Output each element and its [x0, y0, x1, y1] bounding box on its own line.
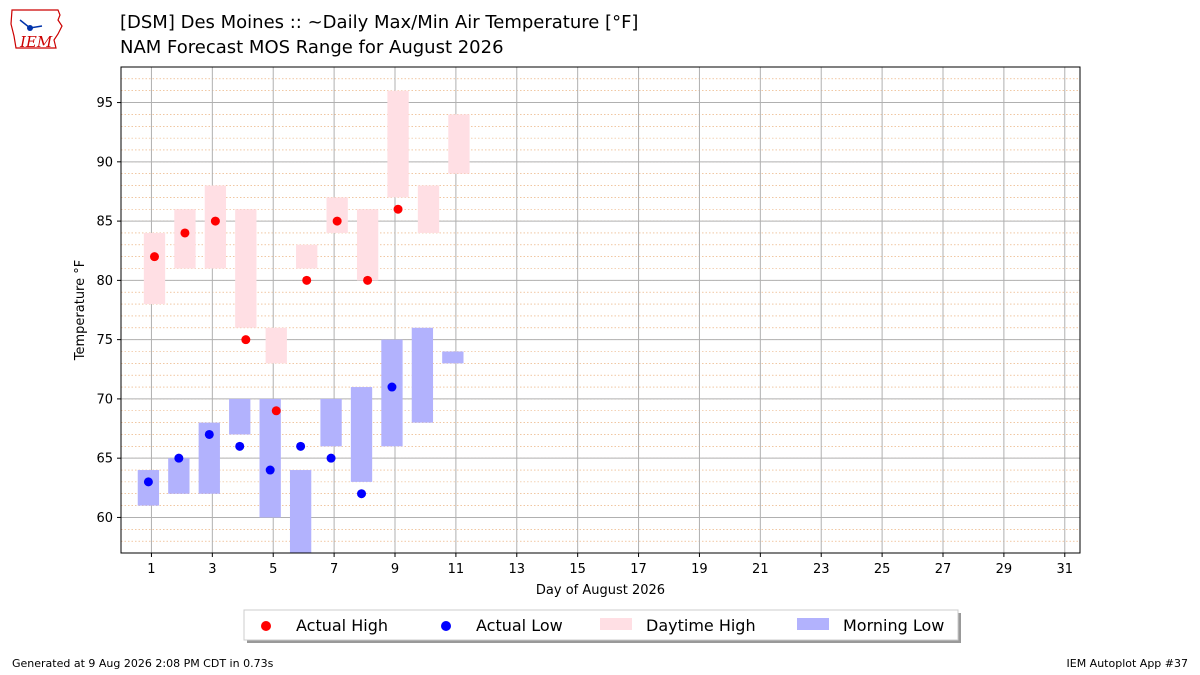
actual-high-point — [332, 216, 342, 226]
chart: 1 3 5 7 9 11 13 15 17 19 21 23 25 27 29 31 606570758085… — [73, 66, 1081, 643]
daytime-high-bar — [296, 244, 318, 269]
morning-low-bar — [229, 398, 251, 435]
y-tick-label: 75 — [96, 333, 113, 348]
actual-high-point — [302, 275, 312, 285]
x-tick-label: 29 — [996, 562, 1013, 577]
daytime-high-bar — [326, 197, 348, 233]
x-tick-label: 7 — [330, 562, 338, 577]
legend: Actual High Actual Low Daytime High Morning… — [243, 609, 961, 643]
morning-low-bar — [289, 470, 312, 553]
legend-label: Actual High — [296, 616, 388, 635]
morning-low-bar — [381, 339, 403, 447]
x-tick-label: 27 — [935, 562, 952, 577]
x-tick-label: 3 — [208, 562, 216, 577]
x-tick-label: 11 — [448, 562, 465, 577]
y-tick-label: 65 — [96, 452, 113, 467]
logo-text: IEM — [19, 33, 53, 51]
actual-high-point — [393, 204, 403, 214]
morning-low-bar — [259, 398, 281, 518]
x-tick-label: 21 — [752, 562, 769, 577]
morning-low-bars — [137, 327, 464, 553]
daytime-high-bar — [143, 232, 166, 305]
morning-low-bar — [137, 470, 160, 506]
actual-low-point — [235, 441, 245, 451]
morning-low-bar — [350, 387, 373, 482]
legend-patch — [600, 618, 632, 630]
footer-app: IEM Autoplot App #37 — [1066, 657, 1189, 670]
actual-high-point — [241, 335, 251, 345]
actual-low-point — [174, 453, 184, 463]
chart-title: [DSM] Des Moines :: ~Daily Max/Min Air T… — [120, 12, 639, 33]
x-tick-label: 19 — [691, 562, 708, 577]
legend-marker — [261, 621, 271, 631]
y-axis-label: Temperature °F — [73, 260, 88, 361]
daytime-high-bar — [417, 185, 440, 233]
x-tick-label: 1 — [147, 562, 155, 577]
legend-label: Daytime High — [646, 616, 756, 635]
plot-frame — [120, 66, 1081, 554]
actual-high-point — [149, 252, 159, 262]
actual-low-point — [387, 382, 397, 392]
x-tick-label: 9 — [391, 562, 399, 577]
legend-patch — [797, 618, 829, 630]
actual-high-point — [180, 228, 190, 238]
y-tick-label: 80 — [96, 274, 113, 289]
y-tick-label: 60 — [96, 511, 113, 526]
x-axis-label: Day of August 2026 — [536, 583, 665, 598]
legend-label: Actual Low — [476, 616, 563, 635]
x-tick-label: 13 — [509, 562, 526, 577]
daytime-high-bars — [143, 90, 470, 364]
actual-low-point — [326, 453, 336, 463]
x-axis: 1 3 5 7 9 11 13 15 17 19 21 23 25 27 29 31 — [147, 553, 1073, 577]
actual-low-points — [143, 382, 397, 499]
actual-high-points — [149, 204, 403, 416]
morning-low-bar — [320, 398, 342, 447]
x-tick-label: 15 — [569, 562, 586, 577]
morning-low-bar — [168, 458, 190, 494]
actual-high-point — [210, 216, 220, 226]
actual-low-point — [204, 429, 214, 439]
daytime-high-bar — [235, 209, 257, 328]
actual-low-point — [265, 465, 275, 475]
legend-label: Morning Low — [843, 616, 944, 635]
legend-marker — [441, 621, 451, 631]
iem-logo: IEM — [10, 9, 63, 51]
x-tick-label: 31 — [1057, 562, 1074, 577]
morning-low-bar — [411, 327, 434, 423]
daytime-high-bar — [265, 327, 287, 364]
y-tick-label: 90 — [96, 155, 113, 170]
actual-high-point — [363, 275, 373, 285]
y-tick-label: 85 — [96, 215, 113, 230]
footer-generated: Generated at 9 Aug 2026 2:08 PM CDT in 0… — [12, 657, 274, 670]
actual-low-point — [296, 441, 306, 451]
x-tick-label: 25 — [874, 562, 891, 577]
morning-low-bar — [442, 351, 464, 364]
major-grid — [121, 67, 1080, 553]
actual-high-point — [271, 406, 281, 416]
y-tick-label: 70 — [96, 392, 113, 407]
daytime-high-bar — [174, 209, 196, 269]
y-axis: 60 65 70 75 80 85 90 95 — [96, 96, 121, 526]
daytime-high-bar — [356, 209, 379, 281]
x-tick-label: 5 — [269, 562, 277, 577]
daytime-high-bar — [204, 185, 227, 269]
y-tick-label: 95 — [96, 96, 113, 111]
morning-low-bar — [198, 422, 220, 494]
actual-low-point — [357, 489, 367, 499]
chart-subtitle: NAM Forecast MOS Range for August 2026 — [120, 37, 504, 58]
daytime-high-bar — [387, 90, 409, 198]
actual-low-point — [143, 477, 153, 487]
x-tick-label: 17 — [630, 562, 647, 577]
daytime-high-bar — [448, 114, 470, 174]
x-tick-label: 23 — [813, 562, 830, 577]
